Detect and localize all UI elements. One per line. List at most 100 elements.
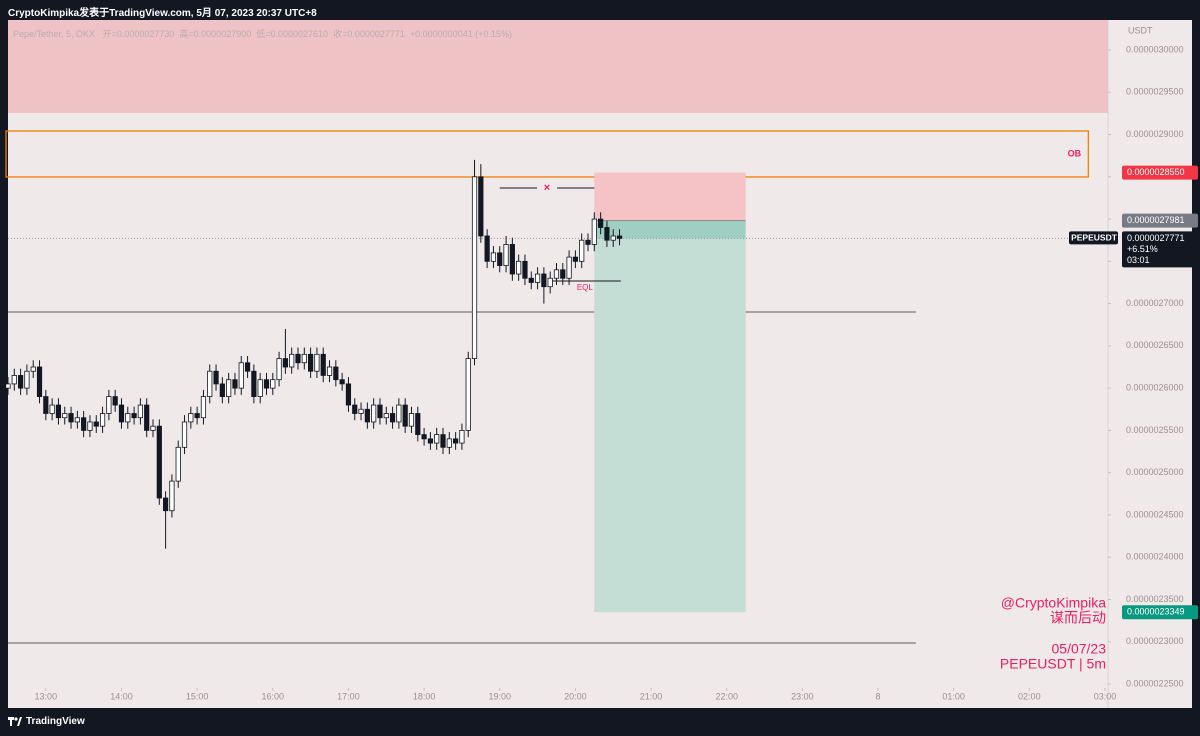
candle-body	[112, 396, 118, 406]
candle-body	[301, 353, 307, 364]
target-zone	[594, 220, 746, 613]
candle-body	[610, 235, 616, 241]
candle-body	[169, 480, 175, 512]
candle-body	[207, 370, 213, 397]
candle-body	[377, 404, 383, 419]
candle-body	[289, 353, 295, 368]
x-tick-label: 13:00	[35, 691, 58, 701]
candle-body	[522, 260, 528, 279]
candle-body	[497, 252, 503, 266]
candle-body	[509, 244, 515, 275]
price-label: 0.0000028550	[1127, 167, 1185, 177]
candle-body	[503, 244, 509, 266]
order-block	[5, 130, 1089, 178]
logo	[8, 717, 22, 726]
candle-body	[5, 383, 11, 389]
last-price-label: 0.0000027771	[1127, 233, 1185, 243]
candle-body	[371, 404, 377, 423]
y-tick-label: 0.0000024500	[1126, 509, 1184, 519]
x-tick-label: 03:00	[1094, 691, 1117, 701]
candle-body	[534, 273, 541, 283]
candle-body	[560, 269, 566, 279]
candle-body	[415, 413, 421, 436]
candle-body	[226, 379, 232, 397]
candle-body	[244, 362, 251, 372]
x-tick-label: 16:00	[262, 691, 285, 701]
watermark-text: 谋而后动	[1050, 610, 1106, 626]
candle-body	[43, 396, 49, 414]
legend: Pepe/Tether, 5, OKX 开=0.0000027730 高=0.00…	[13, 27, 517, 40]
candle-body	[30, 366, 36, 372]
watermark-text: 05/07/23	[1052, 641, 1107, 657]
candle-body	[106, 396, 112, 414]
x-tick-label: 18:00	[413, 691, 436, 701]
watermark-text: PEPEUSDT | 5m	[1000, 656, 1106, 672]
y-tick-label: 0.0000025000	[1126, 467, 1184, 477]
candle-body	[516, 260, 522, 275]
candle-body	[137, 404, 143, 419]
candle-body	[591, 218, 597, 245]
candle-body	[616, 235, 623, 239]
candle-body	[604, 227, 610, 241]
candle-body	[156, 425, 162, 499]
candle-body	[421, 434, 427, 440]
candle-body	[427, 438, 433, 444]
y-tick-label: 0.0000027000	[1126, 298, 1184, 308]
eql-label: EQL	[577, 283, 594, 292]
candle-body	[49, 404, 55, 414]
last-price-change: +6.51%	[1127, 244, 1158, 254]
candle-body	[276, 358, 282, 381]
y-tick-label: 0.0000023500	[1126, 594, 1184, 604]
candle-body	[446, 438, 452, 448]
price-label-box	[1122, 605, 1198, 620]
candle-body	[163, 497, 169, 512]
candle-body	[358, 408, 364, 414]
open-pnl-zone	[594, 220, 746, 239]
y-tick-label: 0.0000029000	[1126, 129, 1184, 139]
footer: TradingView	[8, 716, 85, 727]
x-tick-label: 19:00	[488, 691, 511, 701]
candle-body	[553, 269, 560, 279]
candle-body	[99, 413, 106, 427]
candle-body	[396, 404, 402, 423]
candle-body	[541, 273, 547, 288]
candle-body	[471, 176, 478, 359]
candle-body	[408, 413, 415, 427]
candle-body	[125, 413, 131, 423]
candle-body	[440, 434, 446, 448]
last-price-countdown: 03:01	[1127, 255, 1150, 265]
candle-body	[68, 413, 74, 423]
x-tick-label: 23:00	[791, 691, 814, 701]
stop-zone	[594, 172, 746, 221]
candle-body	[144, 404, 150, 431]
candle-body	[320, 353, 326, 376]
y-unit: USDT	[1128, 25, 1153, 35]
x-tick-label: 8	[876, 691, 881, 701]
y-tick-label: 0.0000030000	[1126, 44, 1184, 54]
candle-body	[547, 277, 553, 288]
candle-body	[232, 379, 238, 389]
candle-body	[188, 413, 194, 423]
price-label-box	[1122, 213, 1198, 228]
price-label: 0.0000027981	[1127, 215, 1185, 225]
candle-body	[598, 218, 604, 228]
watermark-text: @CryptoKimpika	[1001, 595, 1106, 611]
price-label-box	[1122, 165, 1198, 180]
candle-body	[213, 370, 219, 385]
y-tick-label: 0.0000024000	[1126, 552, 1184, 562]
candle-body	[528, 277, 534, 283]
candle-body	[55, 404, 62, 419]
candle-body	[93, 421, 99, 427]
candle-body	[238, 362, 244, 389]
x-tick-label: 20:00	[564, 691, 587, 701]
y-tick-label: 0.0000029500	[1126, 87, 1184, 97]
eqh-label: ×	[544, 182, 550, 194]
x-tick-label: 21:00	[640, 691, 663, 701]
candle-body	[270, 379, 276, 389]
candle-body	[200, 396, 207, 419]
candle-body	[402, 404, 408, 427]
y-tick-label: 0.0000023000	[1126, 636, 1184, 646]
candle-body	[326, 366, 333, 376]
